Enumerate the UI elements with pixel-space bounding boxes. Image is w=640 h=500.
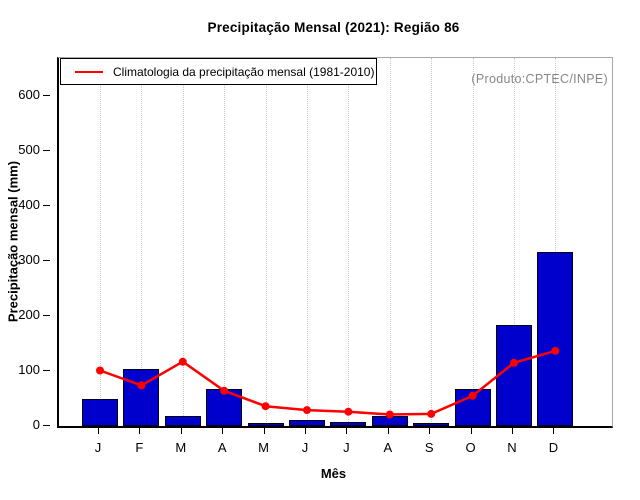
gridline [100,58,101,426]
bar-A-7 [371,416,408,426]
bar-N-10 [496,324,532,426]
x-tick-label: F [135,440,144,455]
bar-M-4 [247,423,284,426]
plot-area [57,57,613,428]
x-tick-label: J [94,440,102,455]
x-tick-label: M [175,440,187,455]
x-tick-label: N [507,440,517,455]
gridline [182,58,184,426]
legend-label: Climatologia da precipitação mensal (198… [113,64,375,79]
bar-J-5 [289,419,325,426]
y-tick [43,370,50,372]
y-tick [43,95,50,97]
y-tick-label: 400 [18,197,40,213]
legend-box: Climatologia da precipitação mensal (198… [60,58,377,85]
gridline [555,58,557,426]
x-tick [263,427,265,434]
bar-A-3 [206,388,243,426]
gridline [514,58,515,426]
x-tick [387,427,389,434]
y-tick-label: 200 [18,307,40,323]
y-tick-label: 0 [32,417,40,432]
x-tick [305,427,306,434]
bar-J-0 [82,399,118,426]
x-tick [553,427,555,434]
bar-F-1 [123,369,160,426]
x-axis-title: Mês [320,466,347,481]
x-tick [139,427,141,434]
y-tick [43,150,50,152]
y-tick-label: 300 [18,252,40,268]
x-tick [98,427,99,434]
x-tick [222,427,224,434]
gridline [472,58,474,426]
x-tick-label: D [548,440,559,455]
chart-title: Precipitação Mensal (2021): Região 86 [207,20,460,35]
bar-J-6 [330,421,367,426]
x-tick-label: A [217,440,227,455]
x-tick-label: A [383,440,393,455]
y-tick [43,260,50,262]
y-tick [43,425,50,426]
gridline [224,58,226,426]
gridline [431,58,433,426]
legend-line-sample-icon [75,70,103,73]
y-tick-label: 100 [18,362,40,378]
bar-O-9 [454,389,491,426]
x-tick-label: M [258,440,270,455]
y-tick-label: 600 [18,87,40,103]
watermark-text: (Produto:CPTEC/INPE) [471,72,608,86]
y-tick-label: 500 [18,142,40,158]
x-tick [429,427,431,434]
y-tick [43,205,50,207]
x-tick-label: O [465,440,476,455]
x-tick [512,427,513,434]
gridline [307,58,308,426]
x-tick-label: S [424,440,434,455]
x-tick [180,427,182,434]
gridline [389,58,391,426]
gridline [348,58,350,426]
gridline [141,58,143,426]
bar-D-11 [537,252,574,426]
x-tick-label: J [301,440,309,455]
x-tick [470,427,472,434]
x-tick-label: J [343,440,350,455]
gridline [265,58,267,426]
y-tick [43,315,50,317]
bar-M-2 [164,416,201,426]
x-tick [346,427,348,434]
bar-S-8 [413,423,450,426]
